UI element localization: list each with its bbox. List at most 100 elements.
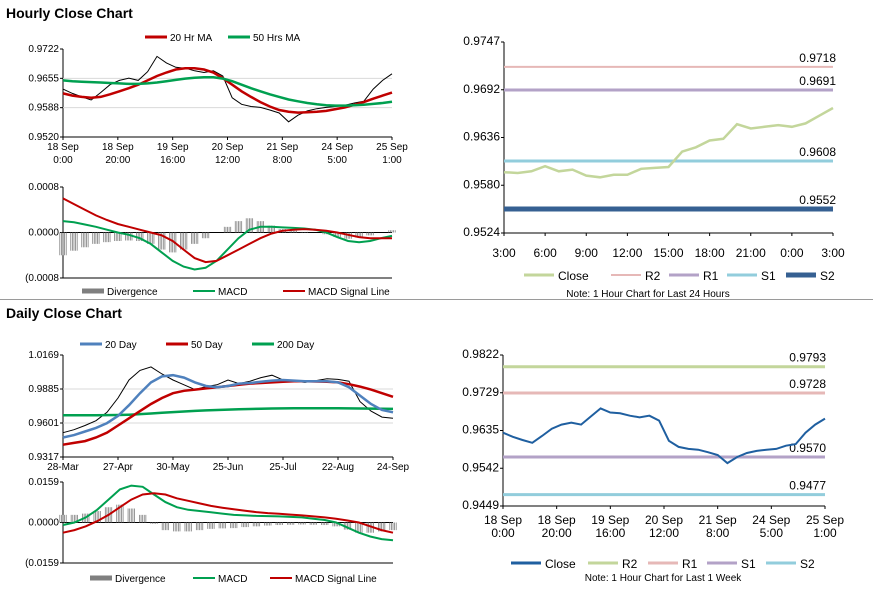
daily-levels-x-tick-label-date: 24 Sep	[752, 513, 790, 527]
daily-20day-ma-line	[62, 373, 394, 439]
hourly-price-x-tick-label-date: 20 Sep	[212, 142, 244, 153]
daily-level-s2-label: 0.9477	[789, 479, 826, 493]
hourly-price-x-tick-label-time: 5:00	[327, 155, 347, 166]
daily-price-y-tick-label: 0.9317	[28, 452, 59, 463]
hourly-levels-y-tick-label: 0.9636	[463, 130, 500, 144]
hourly-legend-signal-label: MACD Signal Line	[308, 287, 390, 298]
daily-levels-x-tick-label-time: 8:00	[706, 526, 730, 540]
hourly-levels-x-tick-label: 12:00	[612, 246, 642, 260]
daily-levels-x-tick-label-time: 20:00	[542, 526, 572, 540]
daily-price-x-tick-label: 25-Jun	[213, 462, 244, 473]
daily-price-y-tick-label: 1.0169	[28, 350, 59, 361]
daily-levels-x-tick-label-date: 21 Sep	[699, 513, 737, 527]
hourly-legend-50hr-label: 50 Hrs MA	[253, 33, 301, 44]
daily-price-x-tick-label: 22-Aug	[322, 462, 354, 473]
daily-levels-x-tick-label-date: 20 Sep	[645, 513, 683, 527]
daily-price-x-tick-label: 25-Jul	[269, 462, 296, 473]
hourly-signal-line	[62, 197, 392, 264]
hourly-price-y-tick-label: 0.9588	[28, 103, 59, 114]
hourly-50hr-ma-line	[62, 76, 393, 107]
hourly-section-title: Hourly Close Chart	[6, 5, 133, 21]
hourly-macd-y-tick-label: 0.0008	[28, 182, 59, 193]
daily-levels-x-tick-label-time: 5:00	[760, 526, 784, 540]
daily-legend-signal-label: MACD Signal Line	[295, 574, 377, 585]
hourly-levels-note: Note: 1 Hour Chart for Last 24 Hours	[566, 289, 729, 300]
hourly-levels-y-tick-label: 0.9524	[463, 225, 500, 239]
hourly-levels-legend-r1-label: R1	[703, 269, 719, 283]
hourly-levels-x-tick-label: 6:00	[533, 246, 557, 260]
daily-legend-macd-label: MACD	[218, 574, 247, 585]
daily-levels-y-tick-label: 0.9542	[462, 460, 499, 474]
hourly-levels-x-tick-label: 21:00	[736, 246, 766, 260]
daily-level-s1-label: 0.9570	[789, 441, 826, 455]
daily-price-x-tick-label: 30-May	[156, 462, 189, 473]
hourly-levels-x-tick-label: 18:00	[695, 246, 725, 260]
hourly-macd-y-tick-label: 0.0000	[28, 228, 59, 239]
hourly-price-x-tick-label-time: 16:00	[160, 155, 185, 166]
hourly-levels-x-tick-label: 3:00	[492, 246, 516, 260]
hourly-price-x-tick-label-time: 20:00	[105, 155, 130, 166]
hourly-levels-x-tick-label: 3:00	[821, 246, 845, 260]
daily-legend-50day-label: 50 Day	[191, 340, 223, 351]
hourly-macd-line	[62, 220, 393, 271]
daily-levels-x-tick-label-date: 19 Sep	[591, 513, 629, 527]
hourly-levels-legend-close-label: Close	[558, 269, 589, 283]
daily-levels-x-tick-label-date: 18 Sep	[538, 513, 576, 527]
hourly-level-s1-label: 0.9608	[799, 145, 836, 159]
daily-section-title: Daily Close Chart	[6, 305, 122, 321]
hourly-levels-x-tick-label: 0:00	[780, 246, 804, 260]
hourly-price-y-tick-label: 0.9722	[28, 44, 59, 55]
daily-levels-y-tick-label: 0.9822	[462, 347, 499, 361]
hourly-levels-y-tick-label: 0.9692	[463, 82, 500, 96]
hourly-price-y-tick-label: 0.9520	[28, 132, 59, 143]
daily-levels-y-tick-label: 0.9635	[462, 423, 499, 437]
hourly-price-x-tick-label-date: 25 Sep	[376, 142, 408, 153]
daily-legend-divergence-label: Divergence	[115, 574, 166, 585]
hourly-price-x-tick-label-date: 18 Sep	[102, 142, 134, 153]
daily-price-x-tick-label: 28-Mar	[47, 462, 79, 473]
daily-price-y-tick-label: 0.9885	[28, 384, 59, 395]
daily-price-y-tick-label: 0.9601	[28, 418, 59, 429]
daily-price-x-tick-label: 27-Apr	[103, 462, 134, 473]
daily-levels-x-tick-label-date: 18 Sep	[484, 513, 522, 527]
daily-levels-legend-r1-label: R1	[682, 557, 698, 571]
hourly-price-x-tick-label-date: 18 Sep	[47, 142, 79, 153]
hourly-price-x-tick-label-date: 21 Sep	[266, 142, 298, 153]
daily-macd-y-tick-label: (0.0159	[25, 558, 59, 569]
daily-level-r2-label: 0.9793	[789, 351, 826, 365]
hourly-legend-20hr-label: 20 Hr MA	[170, 33, 213, 44]
daily-50day-ma-line	[62, 379, 394, 446]
daily-price-x-tick-label: 24-Sep	[377, 462, 410, 473]
daily-levels-legend-r2-label: R2	[622, 557, 638, 571]
hourly-macd-y-tick-label: (0.0008	[25, 273, 59, 284]
daily-levels-x-tick-label-time: 16:00	[595, 526, 625, 540]
hourly-levels-x-tick-label: 15:00	[653, 246, 683, 260]
daily-signal-line	[62, 492, 394, 534]
daily-levels-x-tick-label-time: 1:00	[813, 526, 837, 540]
daily-levels-x-tick-label-time: 12:00	[649, 526, 679, 540]
hourly-levels-y-tick-label: 0.9747	[463, 34, 500, 48]
daily-levels-legend-s2-label: S2	[800, 557, 815, 571]
hourly-price-x-tick-label-time: 0:00	[53, 155, 73, 166]
hourly-levels-legend-r2-label: R2	[645, 269, 661, 283]
daily-levels-x-tick-label-time: 0:00	[491, 526, 515, 540]
daily-macd-y-tick-label: 0.0159	[28, 477, 59, 488]
hourly-20hr-ma-line	[62, 66, 393, 114]
hourly-level-r2-label: 0.9718	[799, 51, 836, 65]
hourly-levels-legend-s2-label: S2	[820, 269, 835, 283]
daily-legend-20day-label: 20 Day	[105, 340, 137, 351]
hourly-price-x-tick-label-time: 1:00	[382, 155, 402, 166]
daily-macd-line	[62, 484, 394, 542]
hourly-levels-legend-s1-label: S1	[761, 269, 776, 283]
daily-levels-note: Note: 1 Hour Chart for Last 1 Week	[585, 573, 743, 584]
hourly-price-x-tick-label-date: 24 Sep	[321, 142, 353, 153]
section-divider	[0, 299, 873, 300]
hourly-levels-close-line	[503, 106, 834, 179]
daily-levels-close-line	[502, 407, 826, 465]
daily-macd-y-tick-label: 0.0000	[28, 518, 59, 529]
hourly-levels-y-tick-label: 0.9580	[463, 177, 500, 191]
hourly-price-x-tick-label-time: 8:00	[273, 155, 293, 166]
daily-legend-200day-label: 200 Day	[277, 340, 314, 351]
hourly-legend-macd-label: MACD	[218, 287, 247, 298]
